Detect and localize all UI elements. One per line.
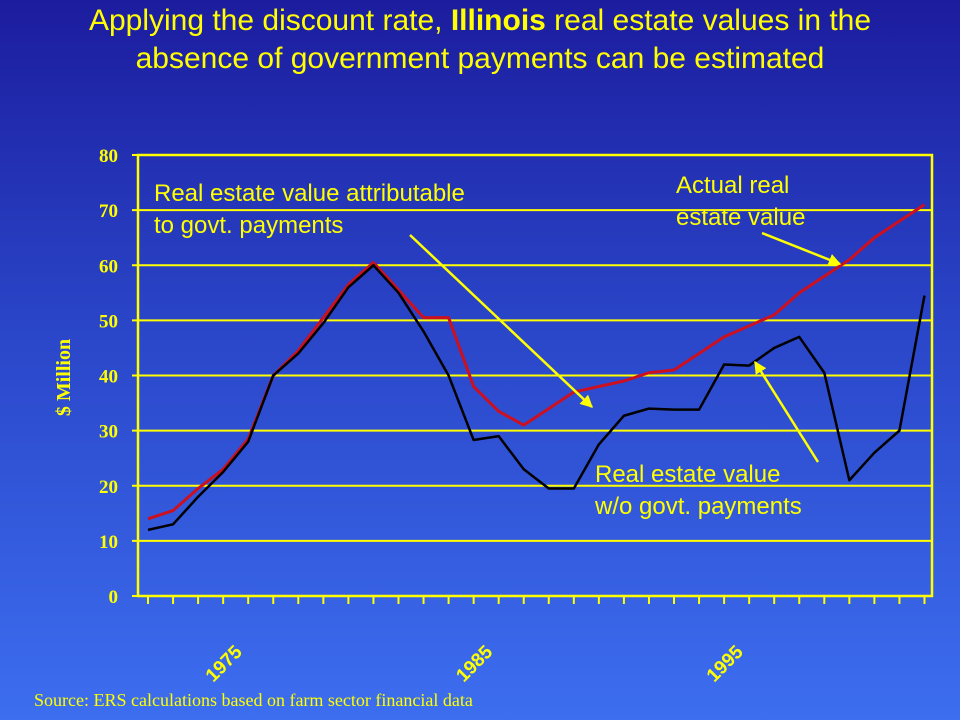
arrow-attributable: [409, 234, 593, 408]
arrow-wo: [753, 360, 820, 463]
y-tick-label: 40: [99, 367, 118, 388]
source-note: Source: ERS calculations based on farm s…: [34, 690, 473, 710]
arrow-actual: [761, 231, 842, 266]
line-chart: 0 10 20 30 40 50 60 70 80 1975 1985 1995 $ Million Re…: [53, 146, 934, 686]
title-part2: real estate values in the absence of gov…: [135, 4, 872, 75]
y-tick-label: 60: [99, 256, 118, 277]
y-tick-label: 50: [99, 311, 118, 332]
annotation-actual: Actual real estate value: [676, 172, 805, 231]
y-tick-label: 80: [99, 146, 118, 167]
y-tick-label: 70: [99, 201, 118, 222]
y-axis-label: $ Million: [53, 339, 75, 416]
y-tick-label: 10: [99, 532, 118, 553]
chart-title: Applying the discount rate, Illinois rea…: [40, 2, 920, 78]
y-tick-label: 20: [99, 477, 118, 498]
x-tick-label: 1995: [703, 641, 748, 686]
title-state: Illinois: [450, 4, 546, 37]
title-part1: Applying the discount rate,: [88, 4, 451, 37]
annotation-wo: Real estate value w/o govt. payments: [594, 461, 802, 520]
x-tick-label: 1975: [202, 641, 247, 686]
y-tick-label: 30: [99, 422, 118, 443]
x-tick-label: 1985: [452, 641, 497, 686]
annotation-attrib: Real estate value attributable to govt. p…: [154, 180, 465, 239]
y-tick-label: 0: [109, 587, 119, 608]
series-line-wo_govt: [147, 264, 926, 532]
